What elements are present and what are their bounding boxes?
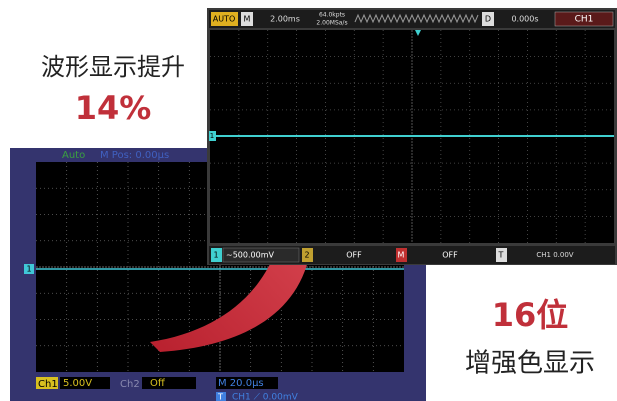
old-ch2-box bbox=[142, 377, 196, 389]
new-marker-label: 1 bbox=[210, 132, 214, 140]
old-trigger-box bbox=[216, 392, 226, 401]
badge-subtitle: 增强色显示 bbox=[465, 349, 595, 379]
new-trigger-box bbox=[496, 248, 507, 262]
old-position: M Pos: 0.00µs bbox=[100, 150, 169, 161]
new-depth: 64.0kpts bbox=[319, 12, 345, 19]
new-delay: 0.000s bbox=[511, 15, 538, 24]
new-screen: AUTO M 2.00ms 64.0kpts 2.00MSa/s D 0.000… bbox=[207, 8, 617, 265]
new-ch1: 1 bbox=[213, 251, 218, 260]
headline-value: 14% bbox=[75, 89, 152, 127]
new-ch1-scale: ~500.00mV bbox=[226, 251, 274, 260]
old-ch1: Ch1 bbox=[38, 379, 58, 390]
old-ch2: Ch2 bbox=[120, 379, 140, 390]
old-mode: Auto bbox=[62, 150, 85, 161]
new-channel: CH1 bbox=[575, 15, 594, 25]
new-top-bar bbox=[209, 10, 615, 28]
trigger-pos bbox=[415, 30, 421, 36]
old-ch1-box bbox=[36, 377, 58, 389]
new-ch1-box bbox=[211, 248, 222, 262]
headline-title: 波形显示提升 bbox=[41, 53, 185, 81]
new-d: D bbox=[485, 15, 491, 24]
new-trigger: T bbox=[498, 251, 504, 260]
old-ch1-scale-box bbox=[60, 377, 110, 389]
badge-title: 16位 bbox=[492, 296, 569, 334]
new-d-box bbox=[482, 12, 494, 26]
old-marker bbox=[24, 264, 34, 274]
old-timebase-box bbox=[216, 377, 278, 389]
new-rate: 2.00MSa/s bbox=[316, 20, 347, 27]
new-waveform-overview bbox=[354, 13, 479, 24]
new-trigger-info: CH1 0.00V bbox=[536, 251, 573, 259]
old-trigger: T bbox=[217, 393, 223, 401]
new-mode: AUTO bbox=[213, 15, 236, 24]
new-marker bbox=[209, 131, 216, 141]
old-trigger-info: CH1 ⟋ 0.00mV bbox=[232, 393, 299, 401]
new-m: M bbox=[244, 15, 251, 24]
new-ch2-state: OFF bbox=[346, 251, 362, 260]
new-channel-box bbox=[554, 11, 614, 27]
old-ch2-state: Off bbox=[150, 378, 166, 389]
new-timebase: 2.00ms bbox=[270, 15, 300, 24]
new-math-state: OFF bbox=[442, 251, 458, 260]
new-math: M bbox=[398, 251, 405, 260]
new-ch1-scale-box bbox=[222, 247, 300, 263]
new-ch2-box bbox=[302, 248, 313, 262]
new-math-box bbox=[396, 248, 407, 262]
new-mode-box bbox=[211, 12, 238, 26]
old-timebase: M 20.0µs bbox=[218, 378, 264, 389]
new-ch2: 2 bbox=[304, 251, 309, 260]
old-ch1-scale: 5.00V bbox=[63, 378, 92, 389]
old-marker-label: 1 bbox=[26, 265, 31, 274]
new-m-box bbox=[241, 12, 253, 26]
